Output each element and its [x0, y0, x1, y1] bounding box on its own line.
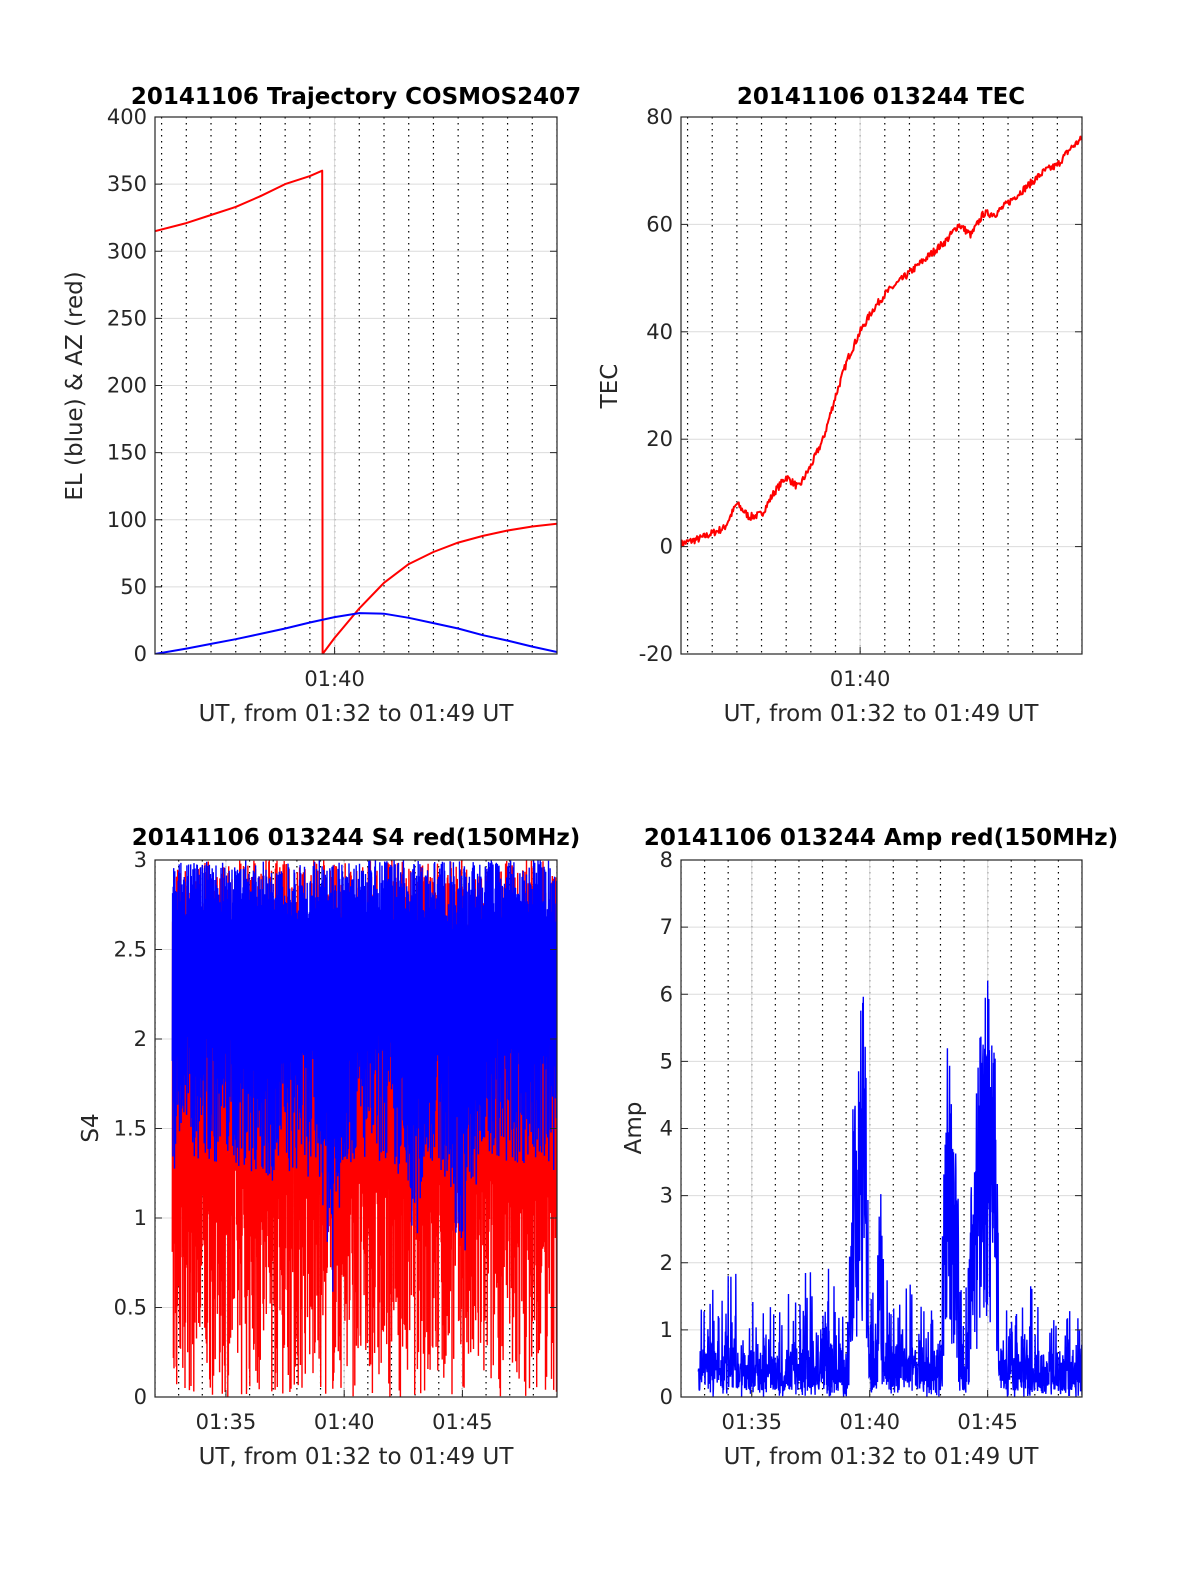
- series-tec-1: [681, 135, 1082, 548]
- axes-frame-tec: [680, 116, 1083, 655]
- y-axis-label-s4: S4: [78, 1113, 104, 1142]
- plot-area-tec: [681, 117, 1082, 654]
- x-tick-label: 01:35: [196, 1410, 257, 1434]
- tick-group-amp: 0 1 2 3 4 5 6 7 8 01:35 01:40 01:45: [660, 848, 1082, 1434]
- y-tick-label: 1.5: [114, 1117, 147, 1141]
- y-tick-label: 400: [107, 105, 147, 129]
- y-tick-label: 300: [107, 239, 147, 263]
- x-axis-label-trajectory: UT, from 01:32 to 01:49 UT: [199, 701, 515, 727]
- chart-title-trajectory: 20141106 Trajectory COSMOS2407: [131, 84, 581, 110]
- x-tick-label: 01:35: [721, 1410, 782, 1434]
- y-tick-label: 2: [134, 1027, 147, 1051]
- y-tick-label: 3: [134, 848, 147, 872]
- y-axis-label-amp: Amp: [621, 1102, 647, 1155]
- y-tick-label: 1: [660, 1318, 673, 1342]
- y-tick-label: 0: [134, 1385, 147, 1409]
- y-tick-label: 5: [660, 1049, 673, 1073]
- panel-amp: 20141106 013244 Amp red(150MHz) UT, from…: [621, 825, 1118, 1470]
- tick-group-trajectory: 0 50 100 150 200 250 300 350 400 01:40: [107, 105, 557, 691]
- x-axis-label-s4: UT, from 01:32 to 01:49 UT: [199, 1444, 515, 1470]
- y-tick-label: 7: [660, 915, 673, 939]
- y-tick-label: -20: [639, 642, 673, 666]
- y-tick-label: 2.5: [114, 938, 147, 962]
- x-tick-label: 01:40: [839, 1410, 900, 1434]
- y-tick-label: 0.5: [114, 1296, 147, 1320]
- y-tick-label: 50: [120, 575, 147, 599]
- y-tick-label: 2: [660, 1251, 673, 1275]
- panel-trajectory: 20141106 Trajectory COSMOS2407 UT, from …: [62, 84, 581, 727]
- y-tick-label: 1: [134, 1206, 147, 1230]
- plot-area-amp: [681, 860, 1082, 1397]
- y-tick-label: 8: [660, 848, 673, 872]
- y-tick-label: 80: [646, 105, 673, 129]
- y-tick-label: 150: [107, 441, 147, 465]
- x-tick-label: 01:40: [304, 667, 365, 691]
- y-axis-label-trajectory: EL (blue) & AZ (red): [62, 271, 88, 500]
- y-tick-label: 350: [107, 172, 147, 196]
- y-tick-label: 0: [134, 642, 147, 666]
- y-tick-label: 250: [107, 306, 147, 330]
- y-tick-label: 40: [646, 320, 673, 344]
- tick-group-tec: -20 0 20 40 60 80 01:40: [639, 105, 1082, 691]
- y-tick-label: 20: [646, 427, 673, 451]
- y-tick-label: 200: [107, 374, 147, 398]
- x-tick-label: 01:45: [957, 1410, 1018, 1434]
- tick-group-s4: 0 0.5 1 1.5 2 2.5 3 01:35 01:40 01:45: [114, 848, 557, 1434]
- chart-title-amp: 20141106 013244 Amp red(150MHz): [644, 825, 1118, 851]
- y-tick-label: 0: [660, 1385, 673, 1409]
- panel-s4: 20141106 013244 S4 red(150MHz) UT, from …: [78, 825, 580, 1470]
- y-tick-label: 4: [660, 1117, 673, 1141]
- x-tick-label: 01:40: [830, 667, 891, 691]
- y-tick-label: 6: [660, 982, 673, 1006]
- chart-title-s4: 20141106 013244 S4 red(150MHz): [132, 825, 581, 851]
- plot-area-trajectory: [155, 117, 557, 654]
- series-amp-1: [697, 980, 1082, 1397]
- plot-area-s4: [155, 860, 557, 1397]
- y-tick-label: 60: [646, 212, 673, 236]
- x-tick-label: 01:45: [432, 1410, 493, 1434]
- y-tick-label: 100: [107, 508, 147, 532]
- chart-title-tec: 20141106 013244 TEC: [737, 84, 1025, 110]
- x-axis-label-amp: UT, from 01:32 to 01:49 UT: [724, 1444, 1040, 1470]
- y-tick-label: 0: [660, 535, 673, 559]
- y-tick-label: 3: [660, 1184, 673, 1208]
- x-axis-label-tec: UT, from 01:32 to 01:49 UT: [724, 701, 1040, 727]
- panel-tec: 20141106 013244 TEC UT, from 01:32 to 01…: [597, 84, 1083, 727]
- y-axis-label-tec: TEC: [597, 364, 623, 410]
- x-tick-label: 01:40: [314, 1410, 375, 1434]
